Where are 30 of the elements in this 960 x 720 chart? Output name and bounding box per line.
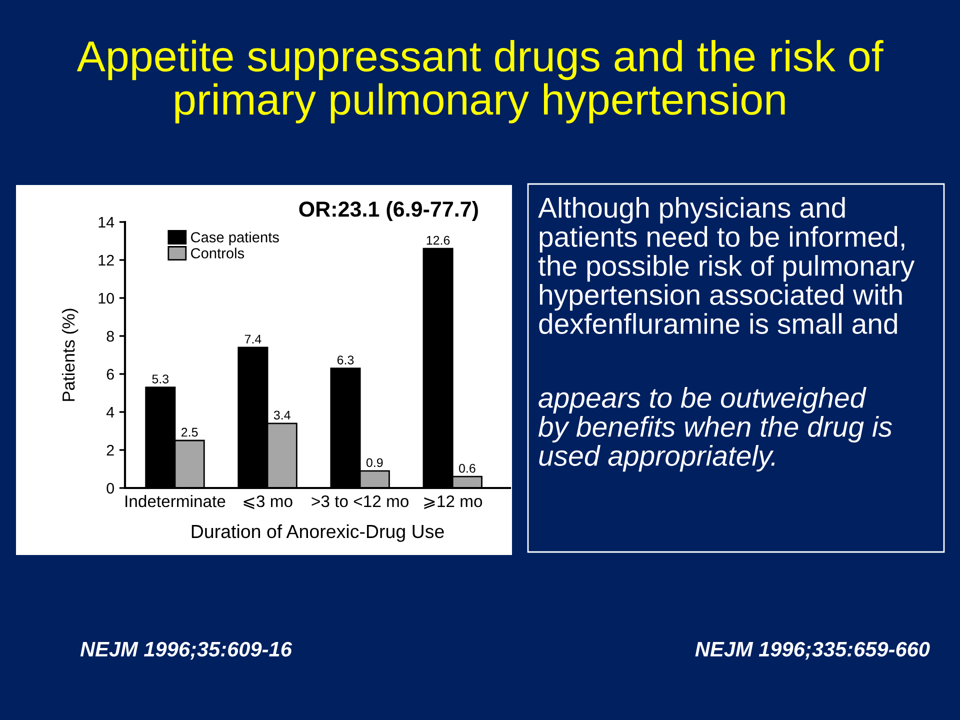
x-axis-title: Duration of Anorexic-Drug Use xyxy=(192,524,444,542)
chart-title: Appetite suppressant drugs and the risk of primary pulmonary hypertension xyxy=(76,40,884,124)
y-tick-label: 10 xyxy=(98,292,114,304)
x-tick-label: ⩽3 mo xyxy=(244,495,292,510)
y-tick-label: 14 xyxy=(98,217,114,228)
y-axis-title: Patients (%) xyxy=(62,308,78,401)
x-tick-label: ⩾12 mo xyxy=(424,495,482,510)
x-tick-label: Indeterminate xyxy=(126,494,226,508)
data-label: 7.4 xyxy=(244,334,262,344)
data-label: 0.9 xyxy=(366,458,383,468)
y-tick-label: 2 xyxy=(106,444,114,456)
y-tick-label: 0 xyxy=(106,482,114,494)
data-label: 12.6 xyxy=(426,236,450,245)
data-label: 3.4 xyxy=(274,410,290,420)
data-label: 0.6 xyxy=(458,464,476,473)
x-tick-label: >3 to <12 mo xyxy=(312,495,408,508)
text: Although physicians and patients need to be informed, the possible risk of pulmonary hypertension associated with dexfenfluramine is small and xyxy=(538,197,915,334)
text: appears to be outweighed by benefits when the drug is used appropriately. xyxy=(538,387,892,472)
text: NEJM 1996;35:609-16 xyxy=(80,642,292,660)
y-tick-label: 4 xyxy=(106,407,114,418)
text: NEJM 1996;335:659-660 xyxy=(695,642,930,660)
legend-label: Case patients xyxy=(191,232,279,246)
data-label: 5.3 xyxy=(152,374,169,384)
y-tick-label: 8 xyxy=(106,330,114,342)
legend-label: Controls xyxy=(191,248,244,258)
y-tick-label: 12 xyxy=(98,254,114,266)
data-label: 6.3 xyxy=(337,356,354,364)
text: OR:23.1 (6.9-77.7) xyxy=(299,200,478,222)
data-label: 2.5 xyxy=(181,428,198,437)
y-tick-label: 6 xyxy=(106,368,114,380)
